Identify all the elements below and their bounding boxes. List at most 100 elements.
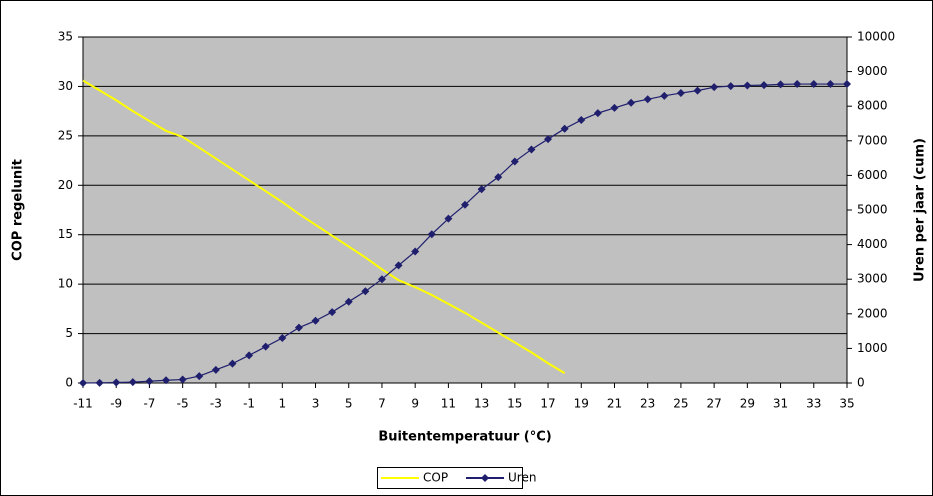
y2-tick-label: 1000: [857, 341, 888, 355]
marker: [112, 378, 121, 387]
marker: [743, 81, 752, 90]
x-tick-label: 17: [540, 397, 555, 411]
y-tick-label: 5: [65, 326, 73, 340]
marker: [328, 308, 337, 317]
y-tick-label: 35: [58, 30, 73, 44]
y2-tick-label: 6000: [857, 168, 888, 182]
marker: [510, 157, 519, 166]
marker: [145, 377, 154, 386]
x-tick-label: -1: [243, 397, 255, 411]
x-tick-label: 19: [574, 397, 589, 411]
y-tick-label: 20: [58, 178, 73, 192]
marker: [527, 145, 536, 154]
y-tick-label: 0: [65, 376, 73, 390]
y2-tick-label: 4000: [857, 237, 888, 251]
y2-tick-label: 3000: [857, 272, 888, 286]
marker: [361, 287, 370, 296]
legend-label: COP: [423, 471, 448, 485]
marker: [411, 247, 420, 256]
marker: [643, 95, 652, 104]
marker: [660, 91, 669, 100]
marker: [793, 80, 802, 89]
y2-tick-label: 0: [857, 376, 865, 390]
marker: [245, 351, 254, 360]
y-tick-label: 10: [58, 277, 73, 291]
x-tick-label: 11: [441, 397, 456, 411]
x-tick-label: -5: [177, 397, 189, 411]
marker: [843, 80, 851, 89]
marker: [261, 342, 270, 351]
y2-axis-title: Uren per jaar (cum): [913, 138, 928, 282]
x-tick-label: 7: [378, 397, 386, 411]
x-tick-label: 23: [640, 397, 655, 411]
marker: [394, 261, 403, 270]
series-line: [82, 79, 566, 374]
marker: [610, 103, 619, 112]
x-tick-label: 15: [507, 397, 522, 411]
x-tick-label: 1: [278, 397, 286, 411]
y2-tick-label: 5000: [857, 203, 888, 217]
marker: [577, 116, 586, 125]
marker: [294, 323, 303, 332]
x-tick-label: 13: [474, 397, 489, 411]
y-tick-label: 25: [58, 128, 73, 142]
marker: [627, 98, 636, 107]
marker: [809, 80, 818, 89]
legend-label: Uren: [508, 471, 536, 485]
x-tick-label: 31: [773, 397, 788, 411]
x-tick-label: 35: [839, 397, 854, 411]
marker: [477, 185, 486, 194]
marker: [79, 379, 87, 387]
marker: [377, 275, 386, 284]
marker: [560, 124, 569, 133]
y2-tick-label: 9000: [857, 64, 888, 78]
marker: [311, 316, 320, 325]
x-tick-label: 21: [607, 397, 622, 411]
marker: [826, 80, 835, 89]
y2-tick-label: 2000: [857, 306, 888, 320]
marker: [461, 200, 469, 209]
x-tick-label: 25: [673, 397, 688, 411]
y2-tick-label: 7000: [857, 133, 888, 147]
x-tick-label: 33: [806, 397, 821, 411]
plot-area: [83, 37, 847, 383]
marker: [211, 365, 220, 374]
x-tick-label: -7: [143, 397, 155, 411]
marker: [444, 214, 453, 223]
marker: [593, 109, 602, 118]
marker: [128, 378, 137, 387]
x-tick-label: -3: [210, 397, 222, 411]
x-tick-label: 29: [740, 397, 755, 411]
marker: [693, 86, 702, 95]
marker: [344, 297, 353, 306]
y-tick-label: 15: [58, 227, 73, 241]
x-tick-label: 27: [706, 397, 721, 411]
y-axis-title: COP regelunit: [11, 159, 26, 261]
marker: [162, 376, 171, 385]
marker: [427, 230, 436, 239]
marker: [178, 375, 187, 384]
x-tick-label: 3: [312, 397, 320, 411]
y2-tick-label: 8000: [857, 99, 888, 113]
marker: [544, 135, 553, 144]
x-axis-title: Buitentemperatuur (°C): [378, 430, 551, 445]
marker: [710, 83, 719, 92]
x-tick-label: -9: [110, 397, 122, 411]
marker: [676, 89, 685, 98]
marker: [776, 80, 785, 89]
marker: [95, 378, 104, 387]
marker: [759, 81, 768, 90]
marker: [494, 173, 503, 182]
y-tick-label: 30: [58, 79, 73, 93]
y2-tick-label: 10000: [857, 30, 895, 44]
x-tick-label: 9: [411, 397, 419, 411]
x-tick-label: -11: [73, 397, 93, 411]
legend-marker: [481, 474, 489, 482]
marker: [195, 372, 204, 381]
marker: [726, 82, 735, 91]
legend-box: [377, 467, 523, 489]
x-tick-label: 5: [345, 397, 353, 411]
marker: [278, 334, 287, 343]
marker: [228, 359, 237, 368]
